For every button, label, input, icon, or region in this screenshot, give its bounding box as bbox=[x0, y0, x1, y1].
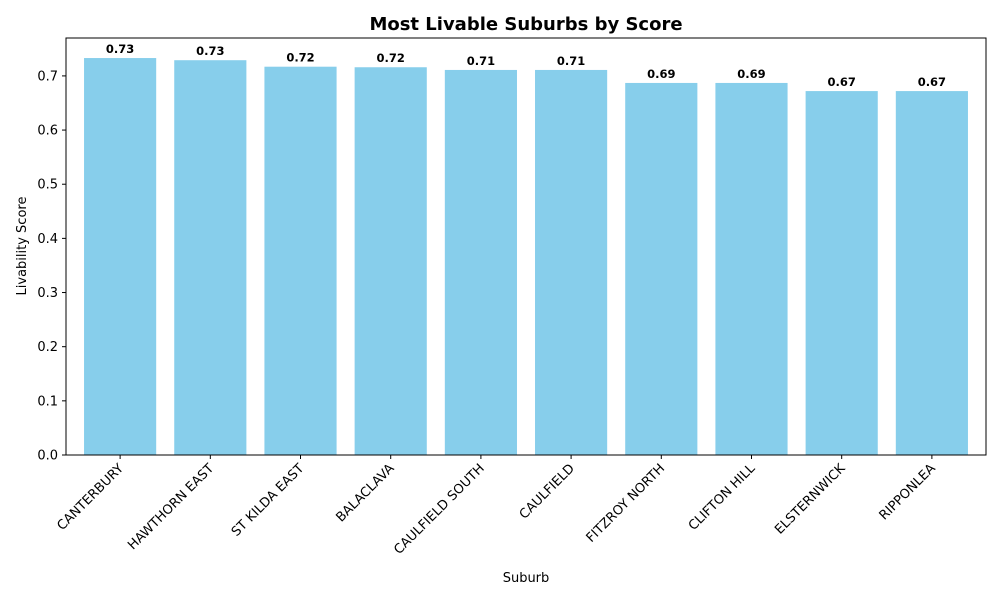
data-label: 0.69 bbox=[647, 67, 675, 81]
bar-caulfield-south bbox=[444, 69, 517, 455]
data-label: 0.73 bbox=[196, 44, 224, 58]
data-label: 0.71 bbox=[557, 54, 585, 68]
x-tick-label: BALACLAVA bbox=[333, 461, 397, 525]
y-axis-label: Livability Score bbox=[15, 197, 30, 296]
bar-clifton-hill bbox=[715, 82, 788, 456]
y-tick-label: 0.1 bbox=[37, 394, 58, 409]
x-tick-label: RIPPONLEA bbox=[877, 461, 939, 523]
y-axis: 0.0 0.1 0.2 0.3 0.4 0.5 0.6 0.7 bbox=[37, 69, 66, 464]
data-label: 0.67 bbox=[827, 75, 855, 89]
y-tick-label: 0.7 bbox=[37, 69, 58, 84]
x-tick-label: CAULFIELD SOUTH bbox=[391, 461, 487, 557]
plot-frame bbox=[65, 37, 987, 456]
bar-fitzroy-north bbox=[625, 82, 698, 456]
x-tick-label: ELSTERNWICK bbox=[772, 461, 849, 538]
bars-layer bbox=[84, 58, 968, 456]
y-tick-label: 0.2 bbox=[37, 340, 58, 355]
x-tick-label: ST KILDA EAST bbox=[229, 461, 308, 540]
x-axis-label: Suburb bbox=[503, 571, 550, 586]
bar-ripponlea bbox=[895, 91, 968, 455]
bar-st-kilda-east bbox=[264, 66, 337, 455]
data-label: 0.73 bbox=[106, 42, 134, 56]
data-label: 0.72 bbox=[377, 51, 405, 65]
x-tick-label: FITZROY NORTH bbox=[584, 461, 669, 546]
y-tick-label: 0.3 bbox=[37, 286, 58, 301]
y-tick-label: 0.0 bbox=[37, 449, 58, 464]
x-tick-label: CAULFIELD bbox=[517, 461, 578, 522]
x-tick-label: HAWTHORN EAST bbox=[125, 461, 217, 553]
data-label: 0.67 bbox=[918, 75, 946, 89]
y-tick-label: 0.6 bbox=[37, 124, 58, 139]
x-tick-label: CLIFTON HILL bbox=[686, 461, 759, 534]
y-tick-label: 0.5 bbox=[37, 178, 58, 193]
bar-balaclava bbox=[354, 67, 427, 456]
data-labels-layer: 0.73 0.73 0.72 0.72 0.71 0.71 0.69 0.69 0.67 0.67 bbox=[106, 42, 946, 89]
bar-elsternwick bbox=[805, 91, 878, 455]
data-label: 0.71 bbox=[467, 54, 495, 68]
y-tick-label: 0.4 bbox=[37, 232, 58, 247]
bar-canterbury bbox=[84, 58, 157, 456]
x-tick-label: CANTERBURY bbox=[54, 461, 126, 533]
bar-hawthorn-east bbox=[174, 60, 247, 456]
data-label: 0.69 bbox=[737, 67, 765, 81]
data-label: 0.72 bbox=[286, 51, 314, 65]
chart-title: Most Livable Suburbs by Score bbox=[369, 14, 682, 35]
bar-caulfield bbox=[535, 69, 608, 455]
